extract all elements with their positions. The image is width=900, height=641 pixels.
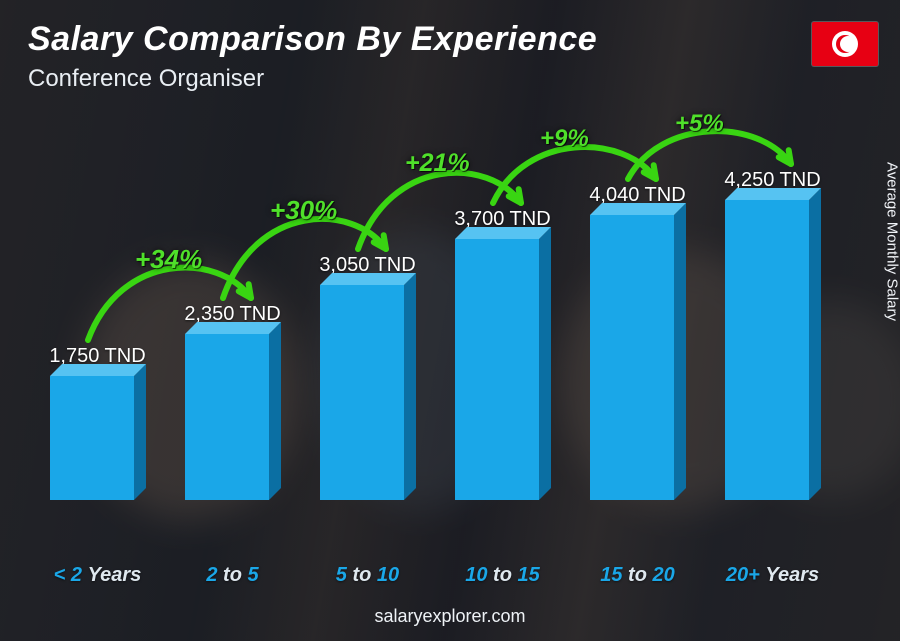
- stage: Salary Comparison By Experience Conferen…: [0, 0, 900, 641]
- x-axis-labels: < 2 Years2 to 55 to 1010 to 1515 to 2020…: [30, 564, 840, 587]
- bar-3d: [590, 215, 686, 500]
- bar: 3,050 TND: [300, 254, 435, 500]
- bar: 4,040 TND: [570, 184, 705, 500]
- bar-3d: [185, 334, 281, 500]
- x-axis-label: 2 to 5: [165, 564, 300, 587]
- page-subtitle: Conference Organiser: [28, 65, 597, 93]
- bar-3d: [725, 200, 821, 500]
- bar-3d: [320, 285, 416, 500]
- x-axis-label: 20+ Years: [705, 564, 840, 587]
- growth-arc-label: +5%: [675, 110, 724, 138]
- x-axis-label: 5 to 10: [300, 564, 435, 587]
- bar-3d: [455, 239, 551, 500]
- title-block: Salary Comparison By Experience Conferen…: [28, 20, 597, 93]
- x-axis-label: < 2 Years: [30, 564, 165, 587]
- bar: 1,750 TND: [30, 345, 165, 500]
- bar: 3,700 TND: [435, 208, 570, 500]
- x-axis-label: 10 to 15: [435, 564, 570, 587]
- bars-container: 1,750 TND2,350 TND3,050 TND3,700 TND4,04…: [30, 140, 840, 500]
- bar: 2,350 TND: [165, 303, 300, 500]
- page-title: Salary Comparison By Experience: [28, 20, 597, 59]
- y-axis-label: Average Monthly Salary: [884, 162, 900, 321]
- bar-3d: [50, 376, 146, 500]
- x-axis-label: 15 to 20: [570, 564, 705, 587]
- tunisia-flag-icon: ★: [812, 22, 878, 66]
- salary-bar-chart: +34%+30%+21%+9%+5% 1,750 TND2,350 TND3,0…: [30, 140, 840, 583]
- footer-attribution: salaryexplorer.com: [0, 606, 900, 627]
- bar: 4,250 TND: [705, 169, 840, 500]
